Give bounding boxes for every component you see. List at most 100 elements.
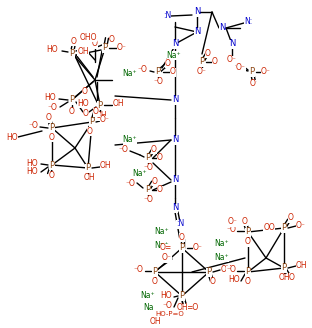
Text: ⁻O: ⁻O — [162, 301, 172, 311]
Text: HO: HO — [228, 276, 240, 284]
Text: P: P — [49, 124, 55, 133]
Text: P: P — [199, 57, 205, 67]
Text: OH: OH — [149, 318, 161, 326]
Text: O: O — [152, 176, 158, 186]
Text: N: N — [172, 175, 178, 184]
Text: ⁻O: ⁻O — [143, 163, 153, 173]
Text: O: O — [109, 35, 115, 45]
Text: HO: HO — [46, 46, 58, 54]
Text: N: N — [172, 95, 178, 105]
Text: Na⁺: Na⁺ — [141, 291, 155, 299]
Text: O⁻: O⁻ — [227, 55, 237, 65]
Text: P: P — [246, 228, 251, 236]
Text: OH: OH — [296, 260, 308, 270]
Text: N:: N: — [244, 17, 252, 27]
Text: Na⁺: Na⁺ — [155, 241, 169, 251]
Text: OHO: OHO — [79, 32, 97, 42]
Text: Na⁺: Na⁺ — [215, 239, 229, 249]
Text: O⁻: O⁻ — [227, 217, 237, 227]
Text: P: P — [97, 100, 103, 110]
Text: OH: OH — [278, 274, 290, 282]
Text: O: O — [288, 214, 294, 222]
Text: O: O — [82, 88, 88, 96]
Text: Na⁺: Na⁺ — [123, 69, 137, 77]
Text: O⁻: O⁻ — [296, 220, 306, 230]
Text: P: P — [249, 68, 255, 76]
Text: O⁻: O⁻ — [197, 68, 207, 76]
Text: ⁻O: ⁻O — [133, 265, 143, 275]
Text: O: O — [49, 172, 55, 180]
Text: ⁻O: ⁻O — [226, 226, 236, 235]
Text: O⁻: O⁻ — [236, 64, 246, 72]
Text: Na: Na — [143, 302, 153, 312]
Text: O: O — [83, 109, 89, 117]
Text: Na⁺: Na⁺ — [167, 51, 181, 59]
Text: HO: HO — [6, 133, 17, 141]
Text: N: N — [219, 24, 225, 32]
Text: ⁻O: ⁻O — [47, 102, 57, 112]
Text: ⁻O: ⁻O — [137, 66, 147, 74]
Text: O: O — [157, 154, 163, 162]
Text: OH: OH — [176, 303, 188, 313]
Text: O: O — [205, 49, 211, 57]
Text: HO: HO — [44, 93, 56, 102]
Text: O: O — [69, 108, 75, 116]
Text: O: O — [245, 237, 251, 247]
Text: P: P — [153, 268, 158, 277]
Text: ⁻O: ⁻O — [125, 178, 135, 188]
Text: O⁻: O⁻ — [193, 243, 203, 253]
Text: O⁻: O⁻ — [261, 68, 271, 76]
Text: ⁻O: ⁻O — [143, 195, 153, 204]
Text: O: O — [151, 145, 157, 154]
Text: P: P — [281, 263, 286, 273]
Text: O⁻: O⁻ — [117, 44, 127, 52]
Text: O=: O= — [160, 243, 172, 253]
Text: OH: OH — [221, 264, 233, 274]
Text: OH: OH — [77, 47, 89, 55]
Text: N: N — [229, 39, 235, 49]
Text: HO: HO — [27, 167, 38, 175]
Text: O: O — [87, 127, 93, 135]
Text: :N: :N — [163, 11, 171, 20]
Text: N: N — [172, 135, 178, 145]
Text: OH: OH — [83, 174, 95, 182]
Text: OH: OH — [113, 99, 124, 109]
Text: P: P — [49, 160, 55, 170]
Text: O: O — [242, 216, 248, 226]
Text: P: P — [70, 95, 75, 105]
Text: O: O — [212, 57, 218, 67]
Text: O⁻: O⁻ — [162, 254, 172, 262]
Text: P: P — [102, 44, 108, 52]
Text: O⁻: O⁻ — [100, 115, 110, 125]
Text: O: O — [250, 79, 256, 89]
Text: O: O — [49, 133, 55, 141]
Text: N: N — [194, 28, 200, 36]
Text: O: O — [152, 277, 158, 286]
Text: P: P — [179, 292, 185, 300]
Text: ⁻O: ⁻O — [118, 146, 128, 154]
Text: O: O — [46, 113, 52, 122]
Text: Na⁺: Na⁺ — [155, 228, 169, 236]
Text: HO: HO — [27, 158, 38, 168]
Text: OH: OH — [100, 161, 112, 171]
Text: O: O — [179, 233, 185, 241]
Text: P: P — [85, 163, 90, 173]
Text: O: O — [210, 277, 216, 286]
Text: O: O — [289, 273, 295, 281]
Text: P: P — [90, 117, 95, 127]
Text: :N: :N — [176, 219, 184, 229]
Text: OH: OH — [95, 112, 107, 120]
Text: N: N — [172, 203, 178, 213]
Text: P: P — [281, 223, 286, 233]
Text: O: O — [92, 39, 98, 49]
Text: Na⁺: Na⁺ — [133, 169, 147, 177]
Text: OO: OO — [263, 223, 275, 233]
Text: =O: =O — [186, 302, 198, 312]
Text: ⁻O: ⁻O — [226, 265, 236, 275]
Text: P: P — [70, 49, 75, 57]
Text: P: P — [179, 243, 185, 253]
Text: P: P — [155, 68, 161, 76]
Text: O: O — [157, 186, 163, 195]
Text: ⁻O: ⁻O — [28, 121, 38, 131]
Text: O: O — [170, 68, 176, 76]
